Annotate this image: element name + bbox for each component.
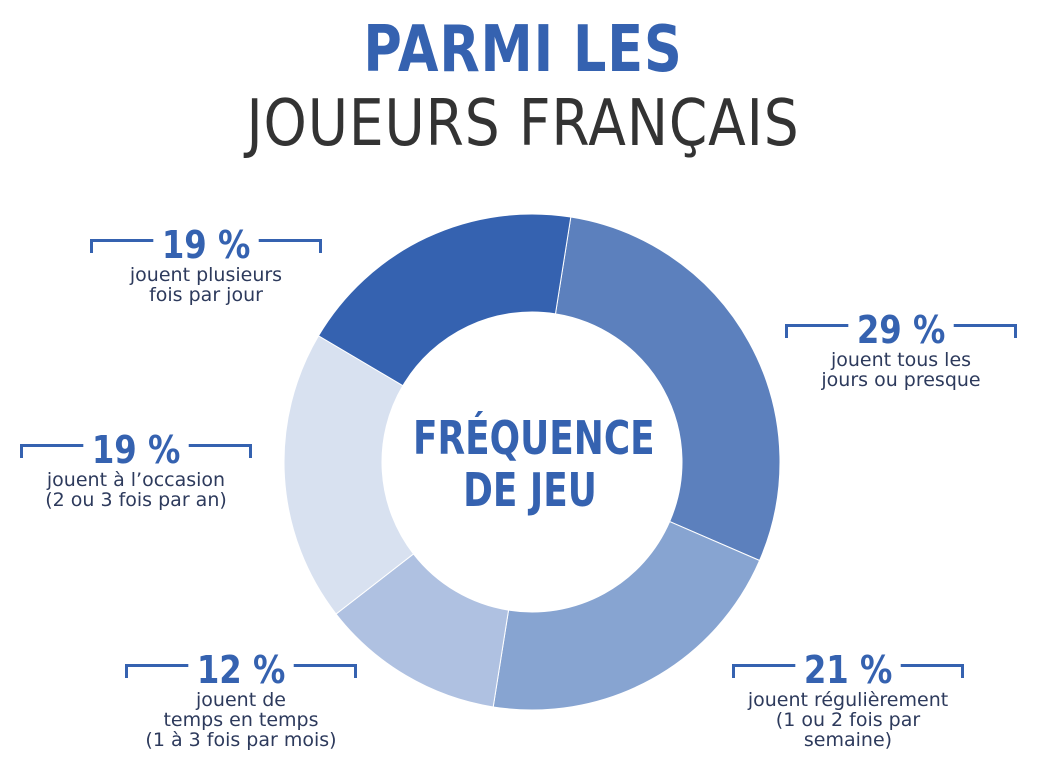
slice-percent: 21 % bbox=[795, 650, 901, 690]
slice-description: jouent plusieurs fois par jour bbox=[129, 264, 283, 306]
title-line2: JOUEURS FRANÇAIS bbox=[246, 87, 800, 161]
slice-percent: 19 % bbox=[83, 430, 189, 470]
slice-description: jouent de temps en temps (1 à 3 fois par… bbox=[145, 689, 337, 751]
donut-slice-0 bbox=[554, 216, 781, 562]
center-label-line2: DE JEU bbox=[463, 463, 597, 517]
slice-percent: 29 % bbox=[848, 310, 954, 350]
slice-percent: 19 % bbox=[153, 225, 259, 265]
slice-label-21: 21 % jouent régulièrement (1 ou 2 fois p… bbox=[732, 650, 964, 750]
donut-slice-1 bbox=[492, 520, 761, 711]
center-label-line1: FRÉQUENCE bbox=[413, 411, 655, 465]
slice-label-12: 12 % jouent de temps en temps (1 à 3 foi… bbox=[125, 650, 357, 750]
donut-slice-4 bbox=[317, 213, 572, 387]
donut-slice-3 bbox=[283, 335, 415, 615]
slice-description: jouent à l’occasion (2 ou 3 fois par an) bbox=[45, 469, 227, 511]
slice-percent: 12 % bbox=[188, 650, 294, 690]
slice-label-29: 29 % jouent tous les jours ou presque bbox=[785, 310, 1017, 390]
title-line1: PARMI LES bbox=[363, 13, 683, 87]
slice-description: jouent tous les jours ou presque bbox=[821, 349, 981, 391]
center-label: FRÉQUENCE DE JEU bbox=[413, 411, 655, 517]
slice-label-19-daily: 19 % jouent plusieurs fois par jour bbox=[90, 225, 322, 305]
slice-description: jouent régulièrement (1 ou 2 fois par se… bbox=[747, 689, 949, 751]
slice-label-19-occasion: 19 % jouent à l’occasion (2 ou 3 fois pa… bbox=[20, 430, 252, 510]
